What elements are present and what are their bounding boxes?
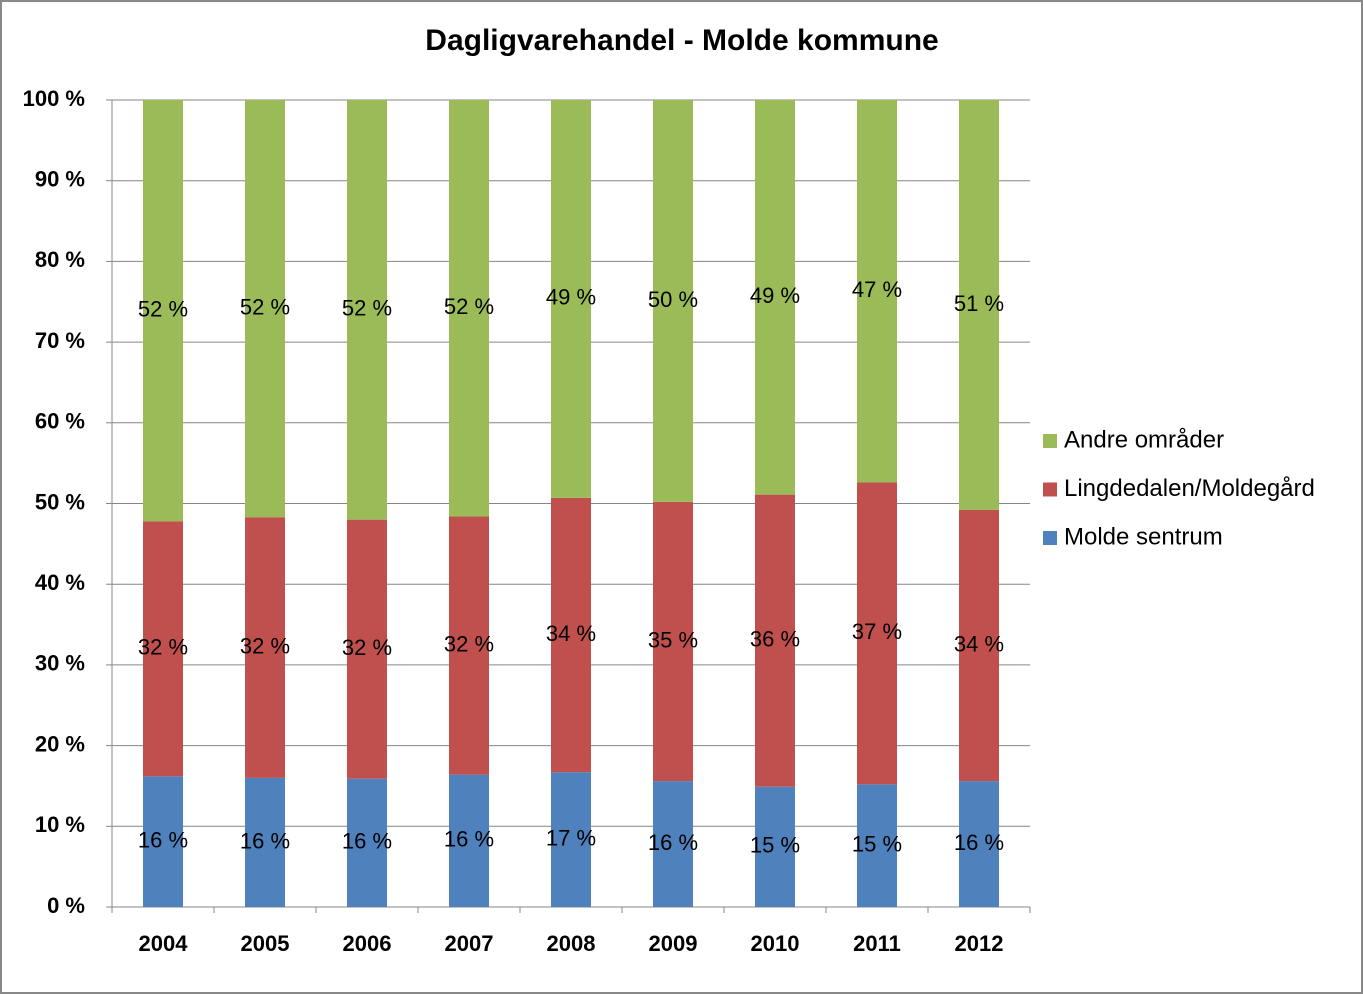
data-label: 50 % [648,287,698,312]
data-label: 15 % [852,831,902,856]
y-tick-label: 80 % [35,247,85,272]
bar-segment [857,482,897,785]
x-tick-label: 2005 [241,931,290,956]
bar-segment [551,772,591,907]
data-label: 16 % [342,829,392,854]
x-tick-label: 2012 [955,931,1004,956]
x-tick-label: 2011 [853,931,901,956]
x-tick-label: 2006 [343,931,392,956]
data-label: 35 % [648,627,698,652]
x-tick-label: 2007 [445,931,494,956]
legend-swatch [1043,434,1057,448]
bar-segment [959,509,999,782]
legend-label: Lingdedalen/Moldegård [1064,475,1315,502]
bar-segment [347,100,387,520]
legend-swatch [1043,482,1057,497]
data-label: 51 % [954,291,1004,316]
y-tick-label: 0 % [47,893,85,918]
x-tick-label: 2010 [751,931,800,956]
data-label: 16 % [954,830,1004,855]
data-label: 16 % [240,828,290,853]
bar-segment [245,777,285,907]
bar-segment [959,781,999,907]
bar-segment [959,100,999,510]
data-label: 16 % [648,830,698,855]
data-label: 49 % [546,285,596,310]
bar-segment [857,784,897,907]
data-label: 32 % [444,631,494,656]
legend-label: Molde sentrum [1064,523,1223,550]
bar-segment [143,100,183,522]
x-tick-label: 2004 [139,931,189,956]
data-label: 52 % [444,294,494,319]
bar-segment [347,778,387,907]
data-label: 52 % [342,296,392,321]
data-label: 47 % [852,277,902,302]
data-label: 36 % [750,627,800,652]
chart-title: Dagligvarehandel - Molde kommune [425,24,938,57]
bar-segment [653,100,693,502]
legend-swatch [1043,531,1057,545]
bar-segment [755,494,795,787]
legend-label: Andre områder [1064,426,1224,453]
data-label: 16 % [138,827,188,852]
y-tick-label: 20 % [35,731,85,756]
data-label: 15 % [750,833,800,858]
bar-segment [143,521,183,777]
data-label: 17 % [546,825,596,850]
y-tick-label: 30 % [35,651,85,676]
bar-segment [551,100,591,498]
data-label: 16 % [444,827,494,852]
bar-segment [755,100,795,495]
bar-segment [857,100,897,483]
bar-segment [449,100,489,517]
bar-segment [347,519,387,779]
data-label: 32 % [342,635,392,660]
data-label: 52 % [240,294,290,319]
data-label: 49 % [750,283,800,308]
y-tick-label: 50 % [35,489,85,514]
data-label: 37 % [852,619,902,644]
bar-segment [551,497,591,773]
bar-segment [245,100,285,518]
x-tick-label: 2009 [649,931,698,956]
data-label: 32 % [138,635,188,660]
bar-segment [449,774,489,907]
bar-segment [449,516,489,775]
data-label: 34 % [954,631,1004,656]
bar-segment [245,517,285,778]
y-tick-label: 40 % [35,570,85,595]
x-tick-label: 2008 [547,931,596,956]
data-label: 52 % [138,296,188,321]
data-label: 32 % [240,633,290,658]
data-label: 34 % [546,621,596,646]
bar-segment [143,776,183,907]
bar-segment [653,501,693,782]
bar-segment [755,786,795,907]
y-tick-label: 60 % [35,409,85,434]
y-tick-label: 70 % [35,328,85,353]
y-tick-label: 90 % [35,167,85,192]
y-tick-label: 100 % [23,86,85,111]
bar-segment [653,781,693,907]
y-tick-label: 10 % [35,812,85,837]
